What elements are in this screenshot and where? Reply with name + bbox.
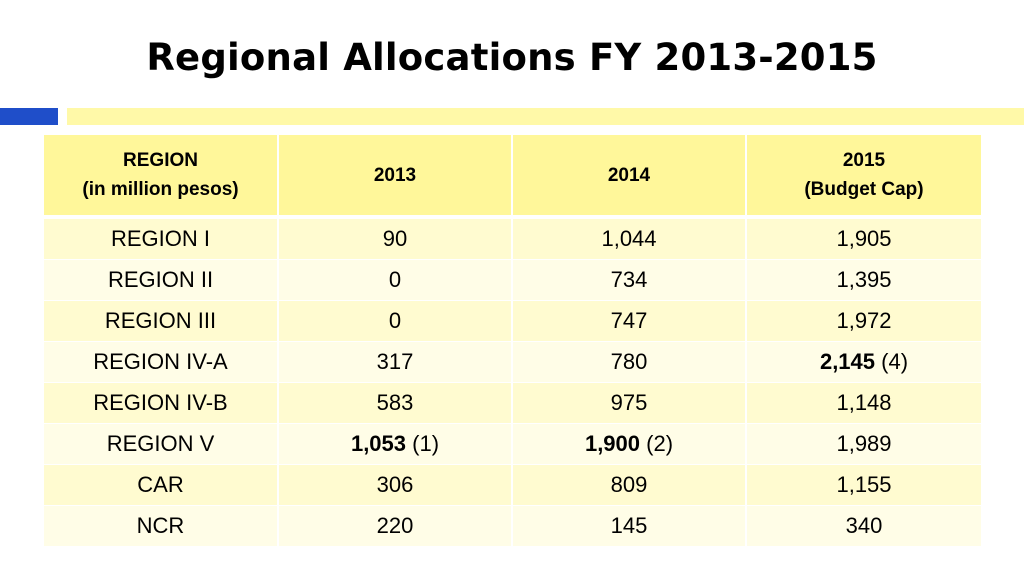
cell-value: 747 <box>610 308 648 333</box>
cell-region: REGION IV-A <box>44 341 279 383</box>
table-row: REGION IV-A 317 780 2,145 (4) <box>44 341 981 383</box>
cell-year-2015: 1,905 <box>746 217 981 260</box>
cell-value: 90 <box>382 226 408 251</box>
cell-year-2014: 1,044 <box>512 217 747 260</box>
cell-note: (1) <box>412 431 440 456</box>
cell-year-2013: 1,053 (1) <box>278 423 513 465</box>
cell-region: REGION IV-B <box>44 382 279 424</box>
header-2015-note: (Budget Cap) <box>804 179 924 200</box>
cell-year-2013: 583 <box>278 382 513 424</box>
header-2014-label: 2014 <box>607 164 651 186</box>
allocations-table: REGION (in million pesos) 2013 2014 2015… <box>44 135 981 547</box>
header-region-unit: (in million pesos) <box>82 179 239 200</box>
header-2015-label: 2015 <box>842 150 886 171</box>
table-row: CAR 306 809 1,155 <box>44 464 981 506</box>
cell-value: 306 <box>376 472 414 497</box>
accent-bar-yellow <box>67 108 1024 125</box>
cell-value: 340 <box>845 513 883 538</box>
cell-value: 0 <box>388 308 402 333</box>
cell-value: 1,989 <box>836 431 892 456</box>
cell-region: REGION I <box>44 217 279 260</box>
cell-value: 1,972 <box>836 308 892 333</box>
cell-year-2013: 90 <box>278 217 513 260</box>
cell-year-2013: 306 <box>278 464 513 506</box>
cell-value: 220 <box>376 513 414 538</box>
cell-region: NCR <box>44 505 279 547</box>
cell-region: CAR <box>44 464 279 506</box>
cell-value: 975 <box>610 390 648 415</box>
cell-value: 1,148 <box>836 390 892 415</box>
cell-year-2015: 340 <box>746 505 981 547</box>
header-2014: 2014 <box>512 135 747 219</box>
table-row: REGION II 0 734 1,395 <box>44 259 981 301</box>
cell-value: 317 <box>376 349 414 374</box>
cell-value: 1,395 <box>836 267 892 292</box>
table-body: REGION I 90 1,044 1,905 REGION II 0 734 1,395 RE… <box>44 217 981 547</box>
cell-value: 1,044 <box>601 226 657 251</box>
cell-region: REGION II <box>44 259 279 301</box>
cell-year-2014: 1,900 (2) <box>512 423 747 465</box>
cell-value: 145 <box>610 513 648 538</box>
cell-year-2014: 975 <box>512 382 747 424</box>
cell-region: REGION III <box>44 300 279 342</box>
table-header-row: REGION (in million pesos) 2013 2014 2015… <box>44 135 981 219</box>
cell-region: REGION V <box>44 423 279 465</box>
cell-year-2015: 1,972 <box>746 300 981 342</box>
cell-year-2013: 0 <box>278 300 513 342</box>
cell-year-2015: 1,148 <box>746 382 981 424</box>
table-row: REGION I 90 1,044 1,905 <box>44 217 981 260</box>
cell-note: (4) <box>881 349 909 374</box>
cell-year-2015: 2,145 (4) <box>746 341 981 383</box>
slide-title: Regional Allocations FY 2013-2015 <box>146 36 878 79</box>
cell-value: 780 <box>610 349 648 374</box>
header-region-label: REGION <box>123 150 198 171</box>
cell-value: 0 <box>388 267 402 292</box>
cell-year-2014: 747 <box>512 300 747 342</box>
cell-year-2014: 809 <box>512 464 747 506</box>
cell-year-2014: 734 <box>512 259 747 301</box>
header-2013-label: 2013 <box>373 164 417 186</box>
cell-value: 1,905 <box>836 226 892 251</box>
header-region: REGION (in million pesos) <box>44 135 279 219</box>
cell-value: 1,053 <box>350 431 407 456</box>
cell-value: 2,145 <box>819 349 876 374</box>
table-row: NCR 220 145 340 <box>44 505 981 547</box>
accent-bar-blue <box>0 108 58 125</box>
cell-value: 583 <box>376 390 414 415</box>
cell-value: 1,900 <box>584 431 641 456</box>
cell-year-2014: 145 <box>512 505 747 547</box>
cell-value: 734 <box>610 267 648 292</box>
cell-year-2013: 220 <box>278 505 513 547</box>
header-2015: 2015 (Budget Cap) <box>746 135 981 219</box>
cell-year-2013: 317 <box>278 341 513 383</box>
header-2013: 2013 <box>278 135 513 219</box>
cell-year-2014: 780 <box>512 341 747 383</box>
table-row: REGION V 1,053 (1) 1,900 (2) 1,989 <box>44 423 981 465</box>
table-row: REGION IV-B 583 975 1,148 <box>44 382 981 424</box>
table-row: REGION III 0 747 1,972 <box>44 300 981 342</box>
cell-year-2015: 1,989 <box>746 423 981 465</box>
cell-year-2013: 0 <box>278 259 513 301</box>
cell-year-2015: 1,395 <box>746 259 981 301</box>
cell-year-2015: 1,155 <box>746 464 981 506</box>
cell-note: (2) <box>646 431 674 456</box>
cell-value: 809 <box>610 472 648 497</box>
cell-value: 1,155 <box>836 472 892 497</box>
